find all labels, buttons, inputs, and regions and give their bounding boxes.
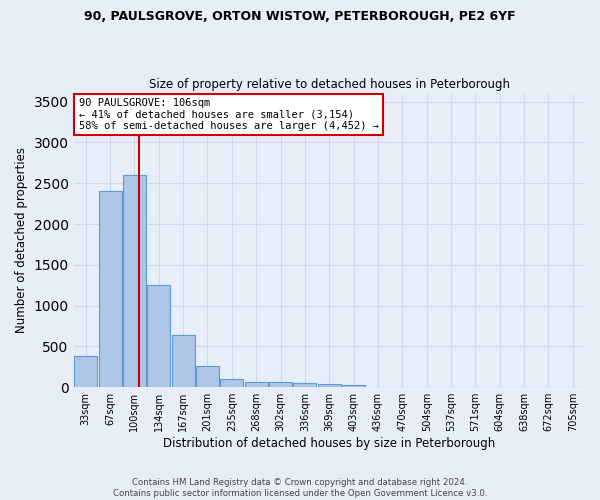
X-axis label: Distribution of detached houses by size in Peterborough: Distribution of detached houses by size … [163, 437, 496, 450]
Bar [74, 356, 97, 387]
Bar [147, 285, 170, 387]
Bar [196, 366, 219, 387]
Bar [245, 382, 268, 387]
Y-axis label: Number of detached properties: Number of detached properties [15, 148, 28, 334]
Title: Size of property relative to detached houses in Peterborough: Size of property relative to detached ho… [149, 78, 510, 91]
Text: 90 PAULSGROVE: 106sqm
← 41% of detached houses are smaller (3,154)
58% of semi-d: 90 PAULSGROVE: 106sqm ← 41% of detached … [79, 98, 379, 131]
Bar [220, 379, 244, 387]
Bar [123, 175, 146, 387]
Bar [342, 385, 365, 387]
Bar [269, 382, 292, 387]
Bar [98, 192, 122, 387]
Bar [293, 382, 316, 387]
Text: Contains HM Land Registry data © Crown copyright and database right 2024.
Contai: Contains HM Land Registry data © Crown c… [113, 478, 487, 498]
Bar [318, 384, 341, 387]
Bar [172, 335, 195, 387]
Text: 90, PAULSGROVE, ORTON WISTOW, PETERBOROUGH, PE2 6YF: 90, PAULSGROVE, ORTON WISTOW, PETERBOROU… [84, 10, 516, 23]
